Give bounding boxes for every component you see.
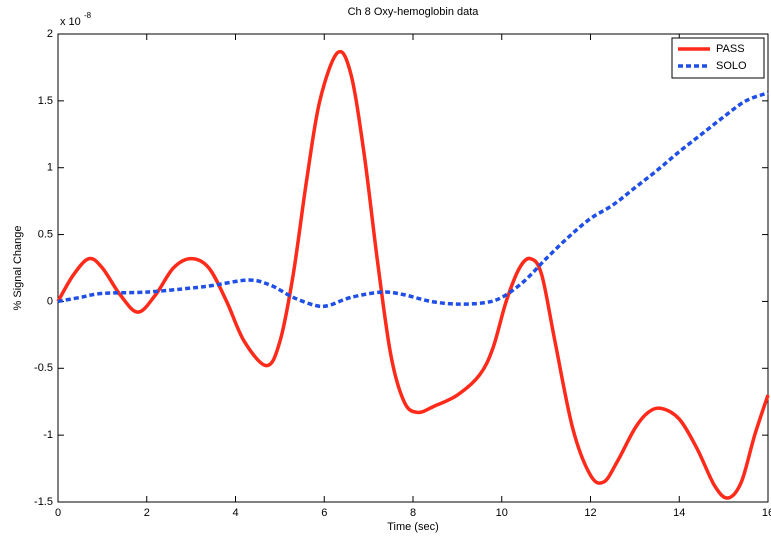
x-axis-label: Time (sec) <box>387 521 439 533</box>
x-tick-label: 4 <box>232 507 238 519</box>
y-tick-label: -1.5 <box>34 496 53 508</box>
x-tick-label: 12 <box>584 507 596 519</box>
y-axis-label: % Signal Change <box>12 225 24 310</box>
legend-label: PASS <box>716 43 745 55</box>
x-tick-label: 8 <box>410 507 416 519</box>
y-exponent-base: x 10 <box>60 16 81 28</box>
plot-area <box>57 33 769 503</box>
y-tick-label: 1 <box>47 162 53 174</box>
x-tick-label: 0 <box>55 507 61 519</box>
y-tick-label: -0.5 <box>34 362 53 374</box>
x-tick-label: 16 <box>762 507 771 519</box>
series-line <box>56 49 770 500</box>
y-tick-label: 0 <box>47 295 53 307</box>
x-tick-label: 10 <box>496 507 508 519</box>
legend-label: SOLO <box>716 60 747 72</box>
y-tick-label: 1.5 <box>38 95 53 107</box>
chart-title: Ch 8 Oxy-hemoglobin data <box>348 6 480 18</box>
y-tick-label: 0.5 <box>38 228 53 240</box>
series-line <box>57 91 769 309</box>
legend-box <box>671 37 765 79</box>
y-tick-label: -1 <box>43 429 53 441</box>
y-tick-label: 2 <box>47 28 53 40</box>
x-tick-label: 14 <box>673 507 685 519</box>
x-tick-label: 6 <box>321 507 327 519</box>
y-exponent: -8 <box>84 11 92 20</box>
x-tick-label: 2 <box>144 507 150 519</box>
